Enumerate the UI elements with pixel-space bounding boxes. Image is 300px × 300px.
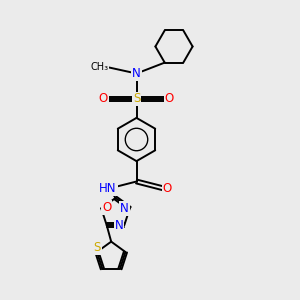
Text: N: N (120, 202, 129, 215)
Text: S: S (93, 241, 100, 254)
Text: S: S (133, 92, 140, 106)
Text: CH₃: CH₃ (91, 61, 109, 72)
Text: O: O (102, 201, 111, 214)
Text: N: N (115, 219, 123, 232)
Text: N: N (132, 67, 141, 80)
Text: O: O (165, 92, 174, 106)
Text: HN: HN (99, 182, 117, 195)
Text: O: O (163, 182, 172, 195)
Text: O: O (99, 92, 108, 106)
